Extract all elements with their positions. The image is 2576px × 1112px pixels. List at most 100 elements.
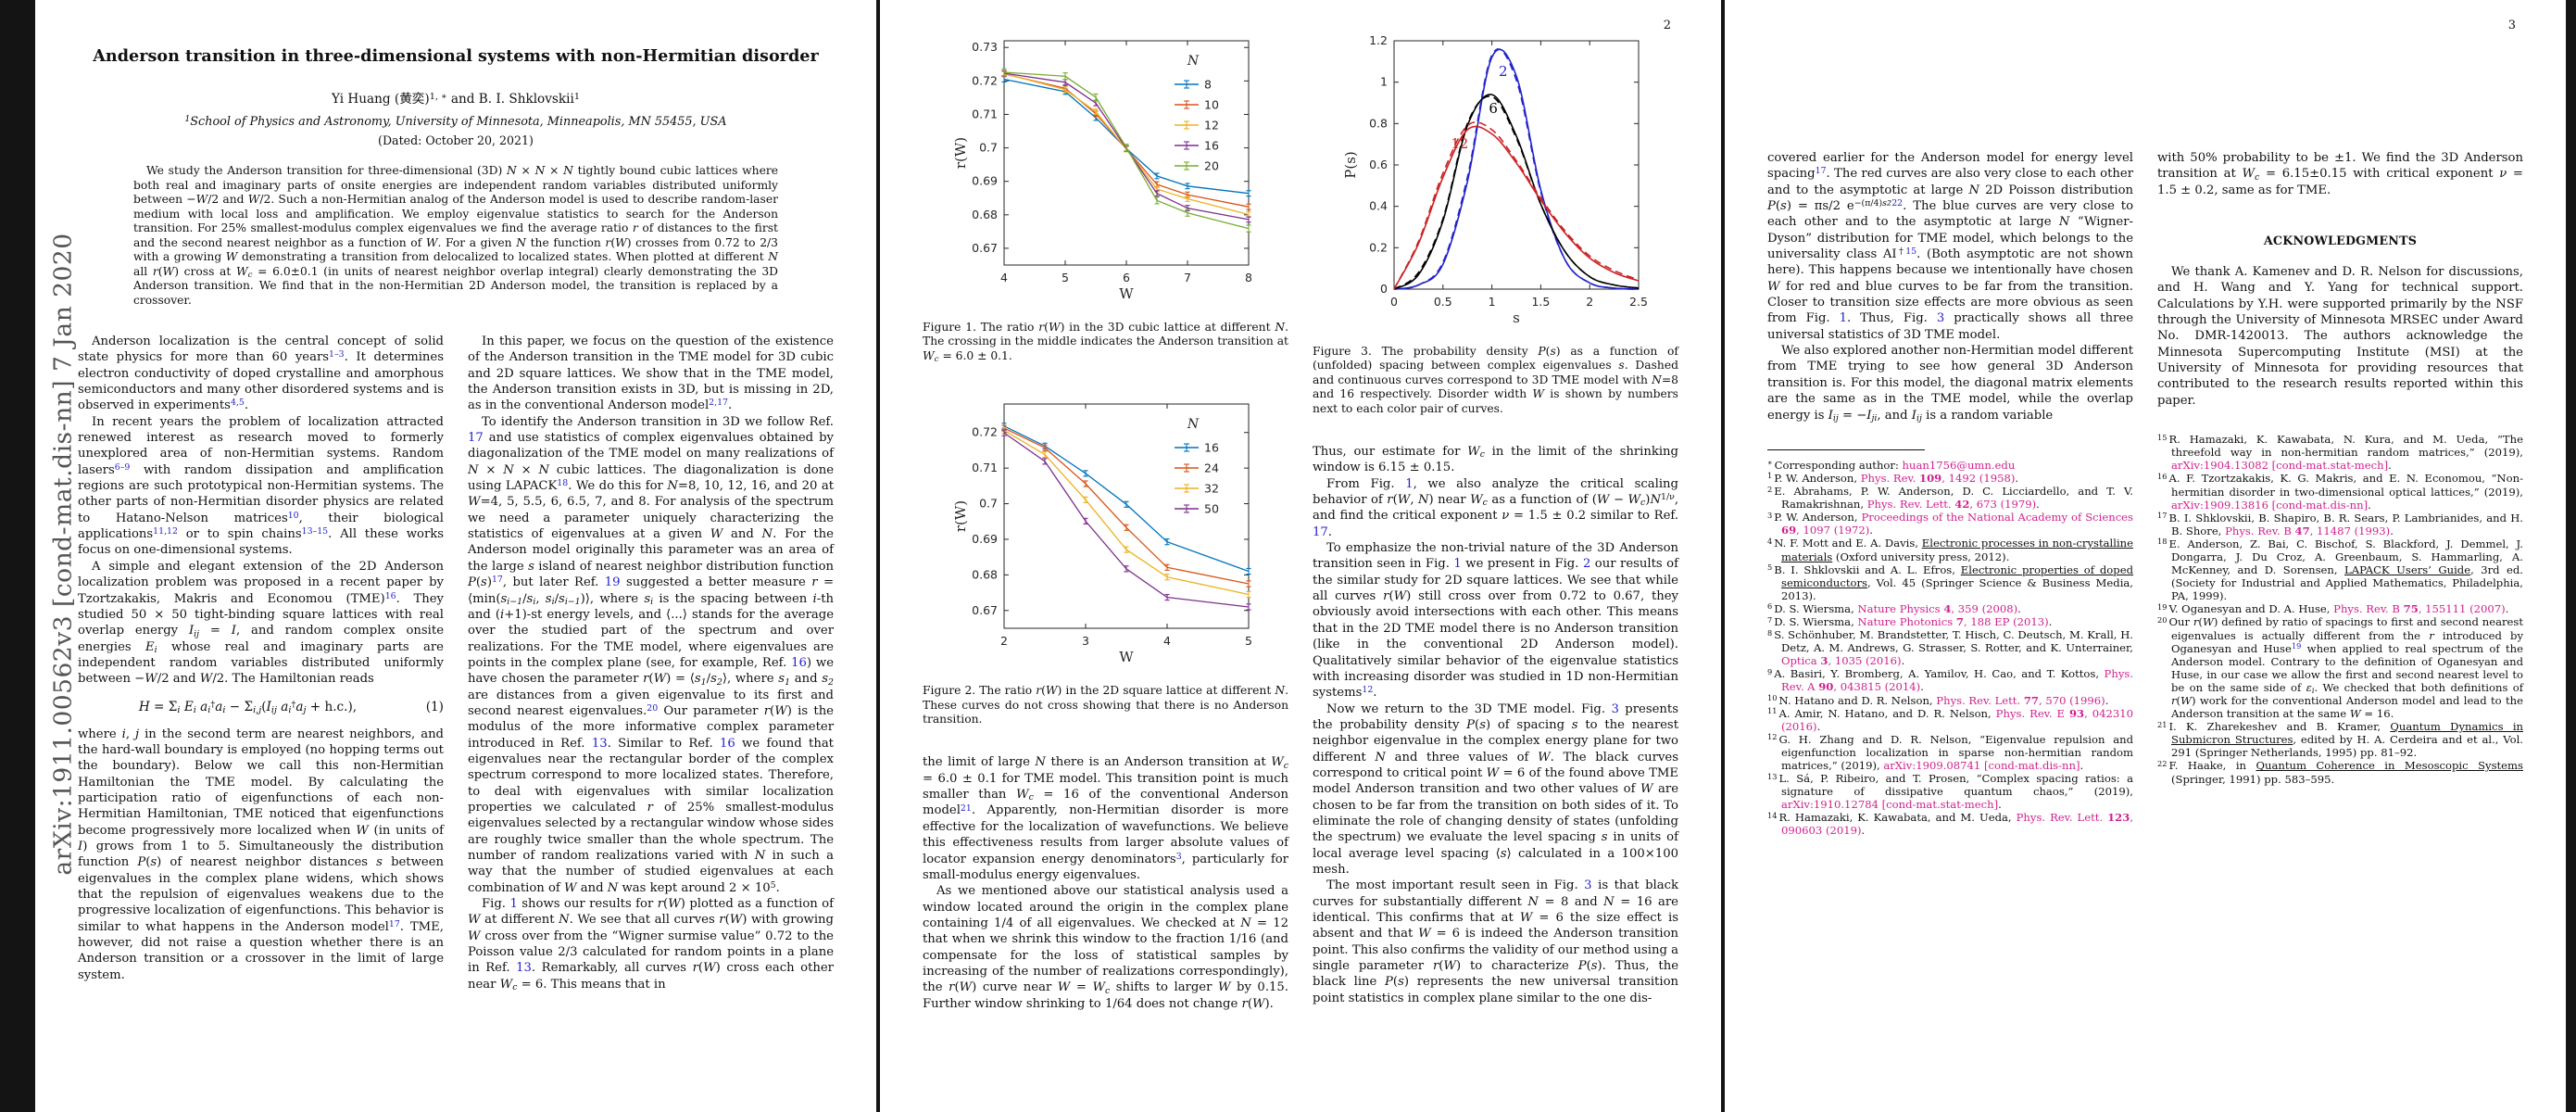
body-paragraph: The most important result seen in Fig. 3… <box>1313 878 1679 1005</box>
citation-link[interactable]: 19 <box>2291 641 2302 651</box>
svg-text:W: W <box>1119 285 1134 302</box>
svg-text:0: 0 <box>1390 295 1398 309</box>
reference-item: ∗ Corresponding author: huan1756@umn.edu <box>1767 458 2016 472</box>
body-paragraph: From Fig. 1, we also analyze the critica… <box>1313 476 1679 539</box>
acknowledgments-text: We thank A. Kamenev and D. R. Nelson for… <box>2157 265 2523 408</box>
citation-link[interactable]: 3 <box>1175 851 1182 862</box>
svg-text:0.8: 0.8 <box>1369 116 1388 130</box>
citation-link[interactable]: 1–3 <box>329 349 345 360</box>
svg-text:0.73: 0.73 <box>972 40 998 54</box>
reference-item: 11 A. Amir, N. Hatano, and D. R. Nelson, … <box>1767 706 2133 733</box>
figure-3: 0 0.5 1 1.5 2 2.5 0 0.2 0.4 0.6 0.8 1 1.2 s P(s) 2 6 12 F… <box>1313 28 1678 416</box>
two-column-body: covered earlier for the Anderson model f… <box>1767 150 2523 838</box>
internal-ref-link[interactable]: 16 <box>719 736 735 751</box>
svg-text:0.2: 0.2 <box>1369 240 1388 254</box>
svg-text:0.71: 0.71 <box>972 461 998 474</box>
reference-link[interactable]: Proceedings of the National Academy of S… <box>1781 511 2133 537</box>
equation-body: H = Σi Ei ai†ai − Σi,j(Iij ai†aj + h.c.)… <box>138 699 358 715</box>
citation-link[interactable]: 10 <box>287 510 299 521</box>
internal-ref-link[interactable]: 3 <box>1611 701 1619 716</box>
svg-text:0.68: 0.68 <box>972 568 998 582</box>
svg-text:6: 6 <box>1123 271 1130 284</box>
citation-link[interactable]: 17 <box>491 575 503 586</box>
reference-link[interactable]: Phys. Rev. Lett. 123, 090603 (2019) <box>1781 811 2133 838</box>
internal-ref-link[interactable]: 1 <box>1453 557 1462 572</box>
references-list-right: 15 R. Hamazaki, K. Kawabata, N. Kura, and… <box>2157 433 2523 786</box>
body-paragraph: where i, j in the second term are neares… <box>78 727 445 982</box>
internal-ref-link[interactable]: 1 <box>509 897 518 912</box>
reference-link[interactable]: Nature Physics 4, 359 (2008) <box>1857 601 2018 615</box>
internal-ref-link[interactable]: 16 <box>791 655 807 670</box>
svg-text:0.68: 0.68 <box>972 208 998 221</box>
reference-link[interactable]: Phys. Rev. B 75, 155111 (2007) <box>2333 602 2506 616</box>
reference-link[interactable]: arXiv:1904.13082 [cond-mat.stat-mech] <box>2171 459 2389 473</box>
body-paragraph: We also explored another non-Hermitian m… <box>1767 344 2133 423</box>
internal-ref-link[interactable]: 3 <box>1584 878 1592 893</box>
dated-line: (Dated: October 20, 2021) <box>378 133 534 147</box>
citation-link[interactable]: 17 <box>1815 166 1827 177</box>
paper-page-1: arXiv:1911.00562v3 [cond-mat.dis-nn] 7 J… <box>35 0 876 1112</box>
internal-ref-link[interactable]: 13 <box>591 736 608 751</box>
reference-item: 10 N. Hatano and D. R. Nelson, Phys. Rev.… <box>1767 693 2109 707</box>
svg-text:0.67: 0.67 <box>972 603 998 617</box>
reference-link[interactable]: arXiv:1910.12784 [cond-mat.stat-mech] <box>1781 798 1999 812</box>
body-paragraph: Fig. 1 shows our results for r(W) plotte… <box>468 897 834 993</box>
svg-text:2: 2 <box>1000 634 1008 648</box>
svg-text:5: 5 <box>1245 634 1252 648</box>
reference-item: 1 P. W. Anderson, Phys. Rev. 109, 1492 (1… <box>1767 471 2019 485</box>
internal-ref-link[interactable]: 1 <box>1839 311 1847 326</box>
citation-link[interactable]: 20 <box>647 702 659 714</box>
reference-link[interactable]: Nature Photonics 7, 188 EP (2013) <box>1857 614 2049 628</box>
reference-item: 18 E. Anderson, Z. Bai, C. Bischof, S. Bl… <box>2157 537 2523 603</box>
reference-link[interactable]: Phys. Rev. E 93, 042310 (2016) <box>1781 706 2133 733</box>
svg-text:1.2: 1.2 <box>1369 33 1388 47</box>
reference-link[interactable]: Phys. Rev. Lett. 77, 570 (1996) <box>1936 693 2105 707</box>
citation-link[interactable]: 12 <box>1362 685 1374 696</box>
internal-ref-link[interactable]: 3 <box>1936 311 1945 326</box>
svg-text:1: 1 <box>1488 295 1495 309</box>
citation-link[interactable]: 6–9 <box>114 461 131 473</box>
internal-ref-link[interactable]: 1 <box>1405 476 1414 491</box>
citation-link[interactable]: 18 <box>557 478 569 489</box>
internal-ref-link[interactable]: 13 <box>516 961 532 976</box>
svg-text:1: 1 <box>1380 75 1388 89</box>
citation-link[interactable]: 11,12 <box>153 526 178 537</box>
reference-link[interactable]: Phys. Rev. A 90, 043815 (2014) <box>1781 667 2133 694</box>
citation-link[interactable]: 13–15 <box>301 526 329 537</box>
internal-ref-link[interactable]: 19 <box>604 575 621 590</box>
svg-text:0.4: 0.4 <box>1369 199 1388 213</box>
reference-link[interactable]: huan1756@umn.edu <box>1902 458 2016 472</box>
reference-link[interactable]: Optica 3, 1035 (2016) <box>1781 654 1902 668</box>
svg-text:0.5: 0.5 <box>1433 295 1451 309</box>
citation-link[interactable]: 15 <box>1905 246 1917 258</box>
svg-text:8: 8 <box>1204 78 1212 92</box>
page-number: 2 <box>1663 19 1671 32</box>
svg-text:4: 4 <box>1000 271 1008 284</box>
svg-text:3: 3 <box>1082 634 1089 648</box>
svg-text:s: s <box>1513 310 1520 326</box>
internal-ref-link[interactable]: 17 <box>468 431 484 446</box>
figure-3-chart: 0 0.5 1 1.5 2 2.5 0 0.2 0.4 0.6 0.8 1 1.2 s P(s) 2 6 12 <box>1342 33 1648 326</box>
abstract: We study the Anderson transition for thr… <box>133 164 779 307</box>
citation-link[interactable]: 16 <box>384 590 396 601</box>
figure-3-caption: Figure 3. The probability density P(s) a… <box>1313 345 1678 415</box>
reference-item: 13 L. Sá, P. Ribeiro, and T. Prosen, “Com… <box>1767 771 2133 812</box>
reference-link[interactable]: Phys. Rev. Lett. 42, 673 (1979) <box>1866 498 2037 512</box>
citation-link[interactable]: 22 <box>1891 198 1904 209</box>
citation-link[interactable]: 2,17 <box>709 398 729 409</box>
reference-link[interactable]: Phys. Rev. B 47, 11487 (1993) <box>2225 524 2391 537</box>
reference-link[interactable]: arXiv:1909.08741 [cond-mat.dis-nn] <box>1883 759 2080 772</box>
internal-ref-link[interactable]: 2 <box>1582 557 1591 572</box>
page3-left-column: covered earlier for the Anderson model f… <box>1767 150 2133 838</box>
reference-item: 2 E. Abrahams, P. W. Anderson, D. C. Licc… <box>1767 484 2133 512</box>
citation-link[interactable]: 17 <box>388 918 400 929</box>
reference-link[interactable]: arXiv:1909.13816 [cond-mat.dis-nn] <box>2171 498 2369 512</box>
internal-ref-link[interactable]: 17 <box>1313 524 1328 539</box>
citation-link[interactable]: 4,5 <box>230 398 245 409</box>
reference-item: 3 P. W. Anderson, Proceedings of the Nati… <box>1767 510 2133 537</box>
citation-link[interactable]: 21 <box>960 802 972 814</box>
reference-link[interactable]: Phys. Rev. 109, 1492 (1958) <box>1860 471 2016 485</box>
